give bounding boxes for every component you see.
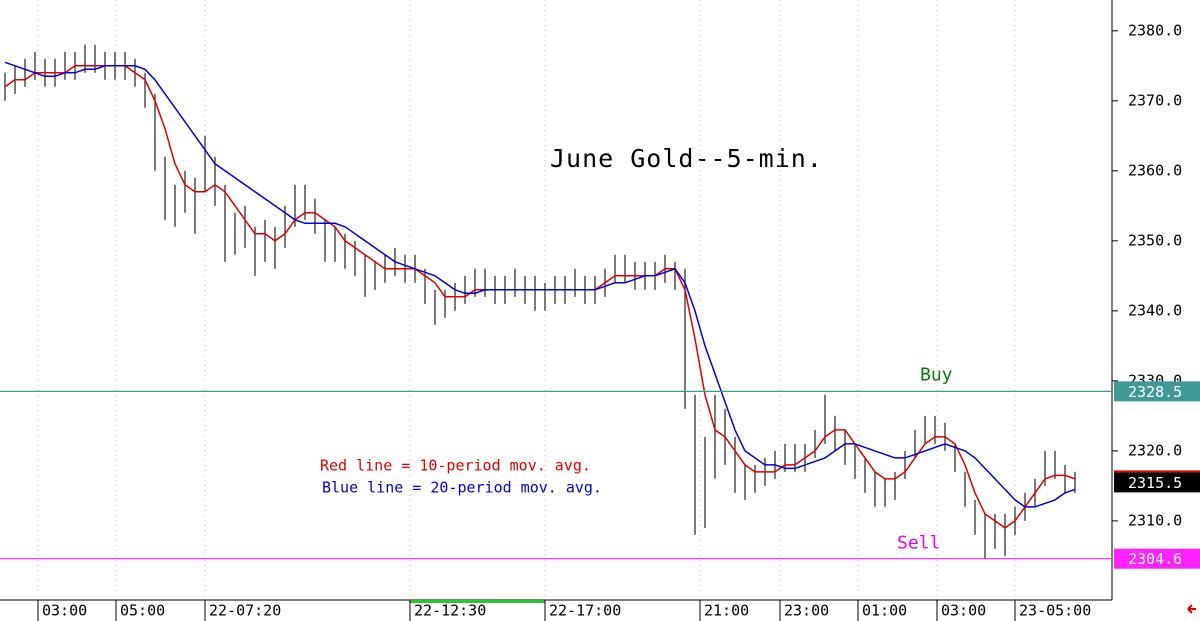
scroll-arrow[interactable] bbox=[1187, 604, 1196, 614]
y-tick-label: 2340.0 bbox=[1128, 301, 1182, 319]
x-tick-label: 23-05:00 bbox=[1019, 602, 1091, 620]
level-value: 2328.5 bbox=[1128, 383, 1182, 401]
level-value: 2304.6 bbox=[1128, 550, 1182, 568]
x-tick-label: 22-07:20 bbox=[209, 602, 281, 620]
x-tick-label: 03:00 bbox=[941, 602, 986, 620]
annotation: Red line = 10-period mov. avg. bbox=[320, 457, 591, 475]
x-tick-label: 22-12:30 bbox=[414, 602, 486, 620]
level-name: Sell bbox=[897, 533, 940, 554]
x-tick-label: 22-17:00 bbox=[549, 602, 621, 620]
x-tick-label: 05:00 bbox=[120, 602, 165, 620]
session-marker bbox=[410, 600, 545, 603]
y-tick-label: 2360.0 bbox=[1128, 161, 1182, 179]
x-tick-label: 03:00 bbox=[42, 602, 87, 620]
level-box bbox=[1114, 381, 1200, 402]
y-tick-label: 2350.0 bbox=[1128, 231, 1182, 249]
last-price-box bbox=[1114, 472, 1200, 493]
x-tick-label: 21:00 bbox=[704, 602, 749, 620]
level-box bbox=[1114, 548, 1200, 569]
annotation: Blue line = 20-period mov. avg. bbox=[322, 479, 602, 497]
y-tick-label: 2320.0 bbox=[1128, 441, 1182, 459]
x-tick-label: 23:00 bbox=[784, 602, 829, 620]
x-tick-label: 01:00 bbox=[862, 602, 907, 620]
level-name: Buy bbox=[920, 364, 953, 385]
moving-average-line bbox=[4, 61, 1076, 508]
last-price-value: 2315.5 bbox=[1128, 474, 1182, 492]
y-tick-label: 2380.0 bbox=[1128, 21, 1182, 39]
y-tick-label: 2370.0 bbox=[1128, 91, 1182, 109]
chart-title: June Gold--5-min. bbox=[550, 144, 823, 173]
y-tick-label: 2310.0 bbox=[1128, 511, 1182, 529]
